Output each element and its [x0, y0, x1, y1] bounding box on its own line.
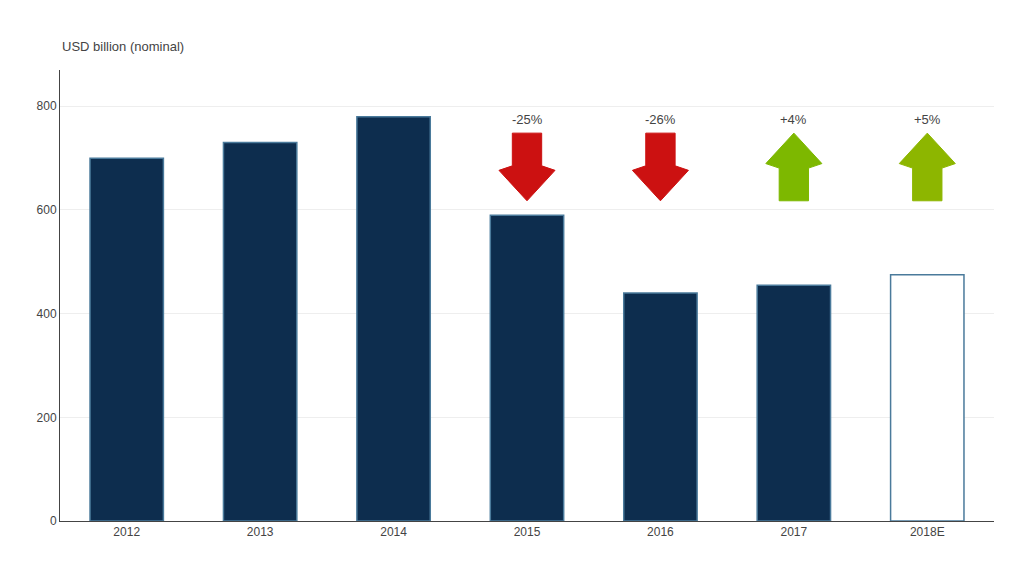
svg-text:2014: 2014 — [380, 525, 407, 539]
svg-text:USD billion (nominal): USD billion (nominal) — [62, 39, 184, 54]
svg-text:400: 400 — [37, 307, 57, 321]
svg-text:2018E: 2018E — [910, 525, 945, 539]
svg-text:-25%: -25% — [512, 112, 543, 127]
svg-text:2013: 2013 — [247, 525, 274, 539]
svg-text:2012: 2012 — [113, 525, 140, 539]
svg-text:+5%: +5% — [914, 112, 941, 127]
svg-text:2015: 2015 — [514, 525, 541, 539]
svg-text:800: 800 — [37, 99, 57, 113]
svg-text:200: 200 — [37, 411, 57, 425]
svg-text:600: 600 — [37, 203, 57, 217]
svg-text:0: 0 — [50, 514, 57, 528]
svg-text:2017: 2017 — [781, 525, 808, 539]
svg-text:2016: 2016 — [647, 525, 674, 539]
svg-text:+4%: +4% — [780, 112, 807, 127]
svg-text:-26%: -26% — [645, 112, 676, 127]
